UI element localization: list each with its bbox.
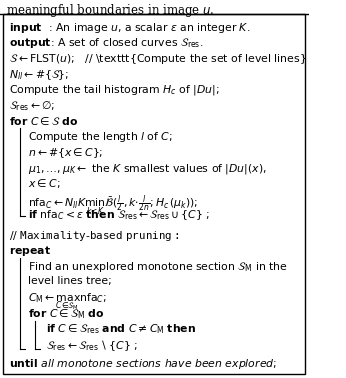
Text: // $\mathtt{Maximality}$-$\mathtt{based\ pruning:}$: // $\mathtt{Maximality}$-$\mathtt{based\… bbox=[9, 229, 180, 243]
Text: $\mathbf{repeat}$: $\mathbf{repeat}$ bbox=[9, 245, 51, 259]
Text: level lines tree;: level lines tree; bbox=[28, 276, 111, 286]
Text: $\mathbf{if}$ $\mathrm{nfa}_C < \varepsilon$ $\mathbf{then}$ $\mathcal{S}_{\math: $\mathbf{if}$ $\mathrm{nfa}_C < \varepsi… bbox=[28, 208, 210, 222]
Text: Find an unexplored monotone section $\mathcal{S}_{\mathrm{M}}$ in the: Find an unexplored monotone section $\ma… bbox=[28, 260, 288, 274]
Text: $\mathbf{until}$ $\mathit{all\ monotone\ sections\ have\ been\ explored}$;: $\mathbf{until}$ $\mathit{all\ monotone\… bbox=[9, 357, 277, 371]
Text: $x \in C$;: $x \in C$; bbox=[28, 177, 60, 190]
Text: Compute the tail histogram $H_c$ of $|Du|$;: Compute the tail histogram $H_c$ of $|Du… bbox=[9, 84, 220, 98]
FancyBboxPatch shape bbox=[3, 14, 306, 374]
Text: $N_{ll} \leftarrow \#\{\mathcal{S}\}$;: $N_{ll} \leftarrow \#\{\mathcal{S}\}$; bbox=[9, 68, 70, 82]
Text: meaningful boundaries in image $u$.: meaningful boundaries in image $u$. bbox=[6, 2, 215, 19]
Text: $\mathcal{S}_{\mathrm{res}} \leftarrow \emptyset$;: $\mathcal{S}_{\mathrm{res}} \leftarrow \… bbox=[9, 99, 55, 113]
Text: $\mathbf{for}$ $C \in \mathcal{S}$ $\mathbf{do}$: $\mathbf{for}$ $C \in \mathcal{S}$ $\mat… bbox=[9, 115, 79, 127]
Text: $C_{\mathrm{M}} \leftarrow \max_{C \in \mathcal{S}_{\mathrm{M}}} \mathrm{nfa}_C$: $C_{\mathrm{M}} \leftarrow \max_{C \in \… bbox=[28, 291, 107, 312]
Text: $\mu_1,\ldots,\mu_K \leftarrow$ the $K$ smallest values of $|Du|(x)$,: $\mu_1,\ldots,\mu_K \leftarrow$ the $K$ … bbox=[28, 161, 267, 175]
Text: Compute the length $l$ of $C$;: Compute the length $l$ of $C$; bbox=[28, 130, 173, 144]
Text: $\mathbf{for}$ $C \in \mathcal{S}_{\mathrm{M}}$ $\mathbf{do}$: $\mathbf{for}$ $C \in \mathcal{S}_{\math… bbox=[28, 307, 104, 321]
Text: $\mathrm{nfa}_C \leftarrow N_{ll}K \min_{k<K}\bar{\mathcal{B}}(\frac{l}{2}, k \c: $\mathrm{nfa}_C \leftarrow N_{ll}K \min_… bbox=[28, 193, 198, 218]
Text: $\mathbf{input}$  : An image $u$, a scalar $\varepsilon$ an integer $K$.: $\mathbf{input}$ : An image $u$, a scala… bbox=[9, 21, 251, 35]
Text: $\mathbf{output}$: A set of closed curves $\mathcal{S}_{\mathrm{res}}$.: $\mathbf{output}$: A set of closed curve… bbox=[9, 36, 204, 50]
Text: $\mathcal{S} \leftarrow \mathrm{FLST}(u)$;   // \texttt{Compute the set of level: $\mathcal{S} \leftarrow \mathrm{FLST}(u)… bbox=[9, 52, 307, 66]
Text: $n \leftarrow \#\{x \in C\}$;: $n \leftarrow \#\{x \in C\}$; bbox=[28, 146, 103, 160]
Text: $\mathbf{if}$ $C \in \mathcal{S}_{\mathrm{res}}$ $\mathbf{and}$ $C \neq C_{\math: $\mathbf{if}$ $C \in \mathcal{S}_{\mathr… bbox=[46, 322, 197, 336]
Text: $\mathcal{S}_{\mathrm{res}} \leftarrow \mathcal{S}_{\mathrm{res}} \setminus \{C\: $\mathcal{S}_{\mathrm{res}} \leftarrow \… bbox=[46, 338, 138, 353]
